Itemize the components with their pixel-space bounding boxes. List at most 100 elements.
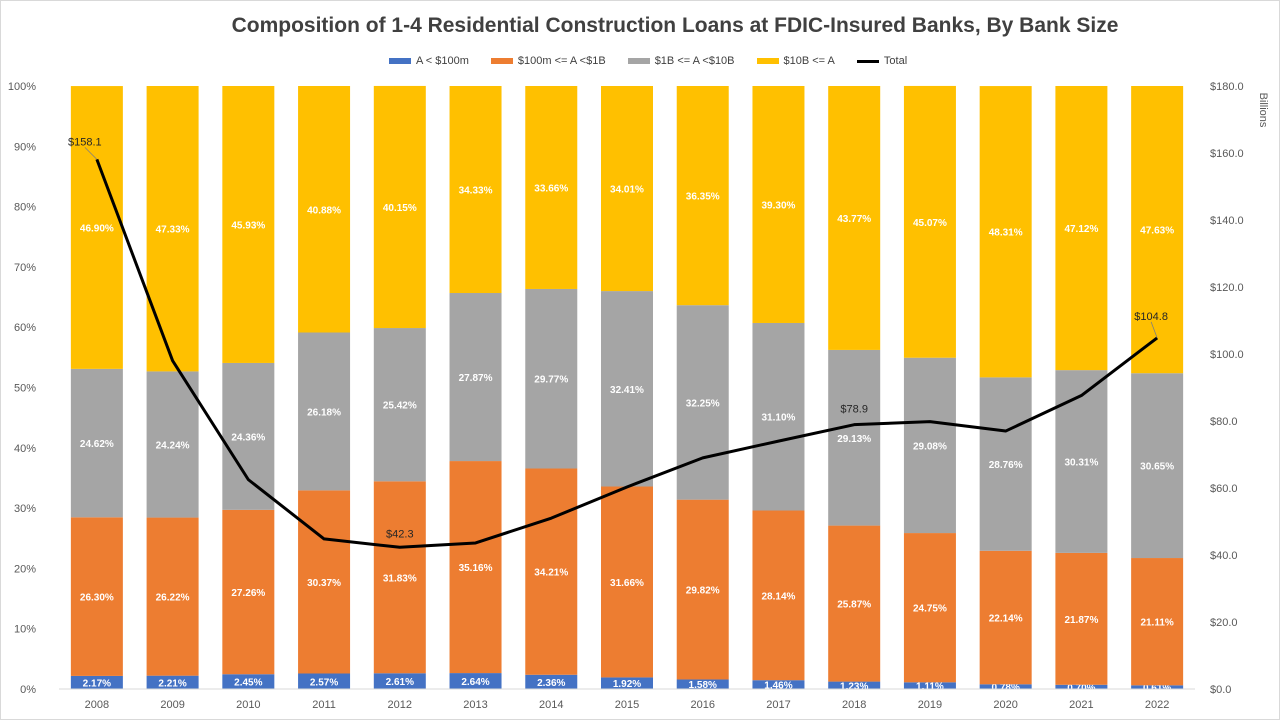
- bar-segment: [525, 86, 578, 289]
- bar-segment: [1131, 558, 1184, 686]
- bar-data-label: 1.92%: [613, 679, 641, 690]
- bar-segment: [1131, 373, 1184, 559]
- bar-segment: [1055, 552, 1108, 685]
- bar-data-label: 21.87%: [1064, 615, 1098, 626]
- x-tick-label: 2020: [993, 699, 1017, 711]
- bar-data-label: 24.24%: [156, 440, 190, 451]
- legend-line-swatch: [856, 59, 879, 63]
- bar-data-label: 1.46%: [764, 681, 792, 692]
- bar-segment: [70, 675, 123, 689]
- x-tick-label: 2008: [85, 699, 109, 711]
- legend-swatch: [490, 58, 513, 64]
- bar-data-label: 24.75%: [913, 604, 947, 615]
- bar-data-label: 2.17%: [83, 678, 111, 689]
- x-tick-label: 2022: [1145, 699, 1169, 711]
- legend-label: $100m <= A <$1B: [517, 55, 606, 67]
- bar-segment: [828, 86, 881, 350]
- bar-data-label: 29.08%: [913, 441, 947, 452]
- bar-data-label: 47.12%: [1064, 224, 1098, 235]
- legend-item-1b-10b: $1B <= A <$10B: [627, 55, 735, 67]
- x-tick-label: 2012: [388, 699, 412, 711]
- y-right-tick-label: $20.0: [1210, 617, 1238, 629]
- bar-segment: [298, 490, 351, 674]
- bar-segment: [752, 86, 805, 323]
- bar-data-label: 31.83%: [383, 573, 417, 584]
- bar-segment: [146, 517, 199, 676]
- x-tick-label: 2015: [615, 699, 639, 711]
- bar-data-label: 29.77%: [534, 375, 568, 386]
- x-tick-label: 2010: [236, 699, 260, 711]
- bar-segment: [70, 517, 123, 676]
- bar-data-label: 45.07%: [913, 218, 947, 229]
- bar-data-label: 0.70%: [1067, 683, 1095, 694]
- bar-data-label: 31.66%: [610, 578, 644, 589]
- bar-data-label: 1.23%: [840, 681, 868, 692]
- legend-label: $1B <= A <$10B: [654, 55, 735, 67]
- legend-swatch: [389, 58, 411, 64]
- y-right-tick-label: $0.0: [1210, 684, 1231, 696]
- bar-data-label: 1.11%: [916, 682, 944, 693]
- bar-segment: [979, 684, 1032, 689]
- legend-item-under-100m: A < $100m: [389, 55, 469, 67]
- bar-data-label: 30.65%: [1140, 462, 1174, 473]
- bar-data-label: 36.35%: [686, 192, 720, 203]
- bar-segment: [1131, 86, 1184, 374]
- legend-swatch: [627, 58, 650, 64]
- y-right-tick-label: $160.0: [1210, 148, 1244, 160]
- legend-label: Total: [883, 55, 908, 67]
- bar-segment: [903, 682, 956, 689]
- bar-data-label: 27.26%: [231, 588, 265, 599]
- bar-segment: [903, 85, 956, 358]
- bar-segment: [601, 86, 653, 292]
- legend-label: A < $100m: [416, 55, 469, 67]
- bar-data-label: 30.31%: [1064, 458, 1098, 469]
- bar-data-label: 34.01%: [610, 185, 644, 196]
- bar-segment: [373, 85, 426, 329]
- bar-segment: [373, 481, 426, 674]
- bar-data-label: 46.90%: [80, 223, 114, 234]
- bar-segment: [752, 322, 805, 511]
- bar-segment: [676, 86, 729, 306]
- bar-data-label: 29.13%: [837, 434, 871, 445]
- bar-data-label: 25.42%: [383, 401, 417, 412]
- bar-segment: [222, 509, 275, 675]
- bar-segment: [222, 674, 275, 689]
- bar-segment: [298, 332, 351, 491]
- bar-segment: [979, 86, 1032, 378]
- bar-data-label: 29.82%: [686, 586, 720, 597]
- y-right-unit-label: Billions: [1257, 93, 1269, 128]
- bar-segment: [70, 368, 123, 518]
- bar-data-label: 40.15%: [383, 203, 417, 214]
- bar-segment: [449, 461, 502, 674]
- bar-segment: [298, 673, 351, 689]
- bar-data-label: 2.61%: [386, 677, 414, 688]
- bar-segment: [1055, 370, 1108, 553]
- annotation-leader-line: [1150, 321, 1158, 339]
- y-left-tick-label: 50%: [14, 383, 36, 395]
- bar-segment: [979, 377, 1032, 551]
- bar-data-label: 2.45%: [234, 678, 262, 689]
- x-tick-label: 2011: [312, 699, 336, 711]
- bar-segment: [449, 86, 502, 294]
- bar-data-label: 1.58%: [689, 680, 717, 691]
- x-tick-label: 2019: [918, 699, 942, 711]
- bar-data-label: 34.21%: [534, 568, 568, 579]
- bar-segment: [146, 371, 199, 518]
- legend-item-total: Total: [856, 55, 908, 67]
- bar-data-label: 2.21%: [158, 678, 186, 689]
- legend-item-over-10b: $10B <= A: [756, 55, 835, 67]
- bar-segment: [146, 86, 199, 372]
- y-left-tick-label: 90%: [14, 141, 36, 153]
- bar-segment: [222, 362, 275, 510]
- annotation-leader-line: [84, 147, 98, 160]
- x-tick-label: 2021: [1069, 699, 1093, 711]
- y-left-tick-label: 0%: [20, 684, 36, 696]
- y-left-tick-label: 100%: [8, 81, 36, 93]
- bar-data-label: 28.76%: [989, 460, 1023, 471]
- legend-item-100m-1b: $100m <= A <$1B: [490, 55, 606, 67]
- x-tick-label: 2014: [539, 699, 563, 711]
- bar-data-label: 39.30%: [762, 200, 796, 211]
- bar-segment: [1055, 86, 1108, 371]
- bar-data-label: 45.93%: [231, 220, 265, 231]
- bar-segment: [449, 673, 502, 689]
